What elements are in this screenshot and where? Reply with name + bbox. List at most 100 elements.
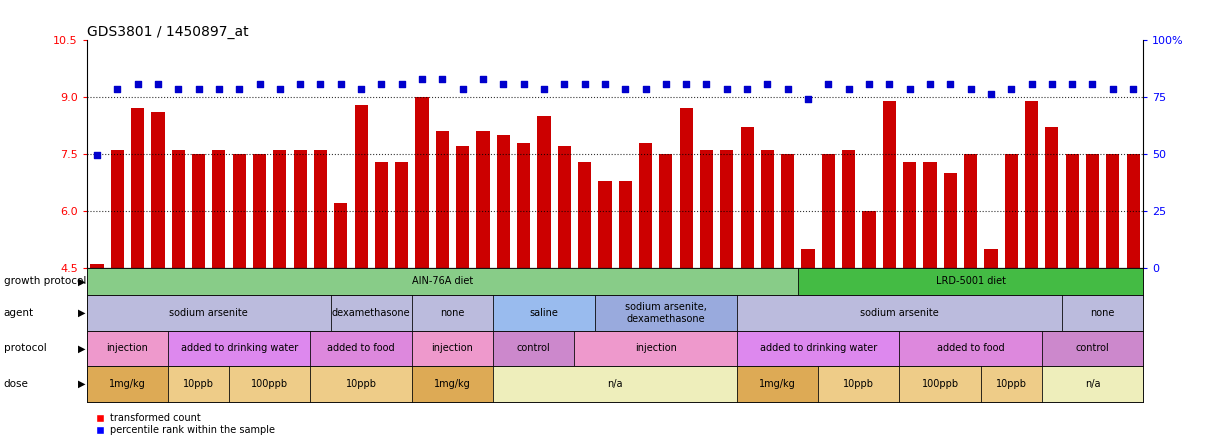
- Bar: [538, 116, 551, 268]
- Bar: [740, 127, 754, 268]
- Legend: transformed count, percentile rank within the sample: transformed count, percentile rank withi…: [92, 409, 279, 439]
- Bar: [310, 331, 412, 366]
- Point: [1083, 80, 1102, 87]
- Bar: [229, 366, 310, 402]
- Bar: [1062, 295, 1143, 331]
- Point: [757, 80, 777, 87]
- Text: 10ppb: 10ppb: [843, 379, 874, 389]
- Bar: [903, 162, 917, 268]
- Point: [1062, 80, 1082, 87]
- Bar: [493, 331, 574, 366]
- Bar: [212, 150, 226, 268]
- Bar: [1066, 154, 1079, 268]
- Point: [596, 80, 615, 87]
- Bar: [396, 162, 409, 268]
- Text: ▶: ▶: [78, 343, 86, 353]
- Bar: [412, 295, 493, 331]
- Point: [839, 85, 859, 92]
- Text: dexamethasone: dexamethasone: [332, 308, 410, 318]
- Bar: [639, 143, 652, 268]
- Text: 1mg/kg: 1mg/kg: [109, 379, 146, 389]
- Point: [351, 85, 370, 92]
- Bar: [517, 143, 531, 268]
- Point: [371, 80, 391, 87]
- Bar: [87, 366, 168, 402]
- Text: sodium arsenite,
dexamethasone: sodium arsenite, dexamethasone: [625, 302, 707, 324]
- Point: [1042, 80, 1061, 87]
- Bar: [1005, 154, 1018, 268]
- Bar: [980, 366, 1042, 402]
- Bar: [493, 366, 737, 402]
- Text: growth protocol: growth protocol: [4, 277, 86, 286]
- Bar: [557, 147, 570, 268]
- Text: n/a: n/a: [1084, 379, 1100, 389]
- Bar: [802, 249, 815, 268]
- Point: [311, 80, 330, 87]
- Point: [332, 80, 351, 87]
- Bar: [818, 366, 900, 402]
- Bar: [1126, 154, 1140, 268]
- Point: [107, 85, 127, 92]
- Bar: [595, 295, 737, 331]
- Bar: [1042, 366, 1143, 402]
- Point: [514, 80, 533, 87]
- Text: ▶: ▶: [78, 308, 86, 318]
- Bar: [111, 150, 124, 268]
- Text: control: control: [517, 343, 551, 353]
- Text: added to food: added to food: [937, 343, 1005, 353]
- Bar: [293, 150, 306, 268]
- Text: 100ppb: 100ppb: [921, 379, 959, 389]
- Point: [128, 80, 147, 87]
- Text: dose: dose: [4, 379, 29, 389]
- Bar: [699, 150, 713, 268]
- Point: [860, 80, 879, 87]
- Bar: [375, 162, 388, 268]
- Bar: [943, 173, 956, 268]
- Point: [575, 80, 595, 87]
- Text: none: none: [1090, 308, 1114, 318]
- Bar: [781, 154, 795, 268]
- Bar: [1046, 127, 1059, 268]
- Bar: [171, 150, 185, 268]
- Point: [210, 85, 229, 92]
- Bar: [737, 295, 1062, 331]
- Bar: [151, 112, 164, 268]
- Point: [392, 80, 411, 87]
- Text: ▶: ▶: [78, 277, 86, 286]
- Bar: [415, 97, 428, 268]
- Bar: [412, 366, 493, 402]
- Bar: [574, 331, 737, 366]
- Text: 10ppb: 10ppb: [183, 379, 215, 389]
- Point: [879, 80, 898, 87]
- Point: [819, 80, 838, 87]
- Text: control: control: [1076, 343, 1110, 353]
- Bar: [87, 268, 798, 295]
- Point: [738, 85, 757, 92]
- Text: added to food: added to food: [327, 343, 394, 353]
- Text: sodium arsenite: sodium arsenite: [860, 308, 938, 318]
- Bar: [1025, 101, 1038, 268]
- Point: [189, 85, 209, 92]
- Text: 1mg/kg: 1mg/kg: [434, 379, 470, 389]
- Text: injection: injection: [432, 343, 474, 353]
- Bar: [497, 135, 510, 268]
- Point: [961, 85, 980, 92]
- Bar: [1085, 154, 1099, 268]
- Text: 10ppb: 10ppb: [996, 379, 1026, 389]
- Text: LRD-5001 diet: LRD-5001 diet: [936, 277, 1006, 286]
- Point: [982, 90, 1001, 97]
- Bar: [493, 295, 595, 331]
- Bar: [314, 150, 327, 268]
- Bar: [737, 331, 900, 366]
- Bar: [619, 181, 632, 268]
- Point: [677, 80, 696, 87]
- Bar: [168, 331, 310, 366]
- Bar: [131, 108, 145, 268]
- Point: [718, 85, 737, 92]
- Bar: [924, 162, 937, 268]
- Point: [656, 80, 675, 87]
- Point: [900, 85, 919, 92]
- Text: added to drinking water: added to drinking water: [181, 343, 298, 353]
- Point: [615, 85, 634, 92]
- Bar: [821, 154, 835, 268]
